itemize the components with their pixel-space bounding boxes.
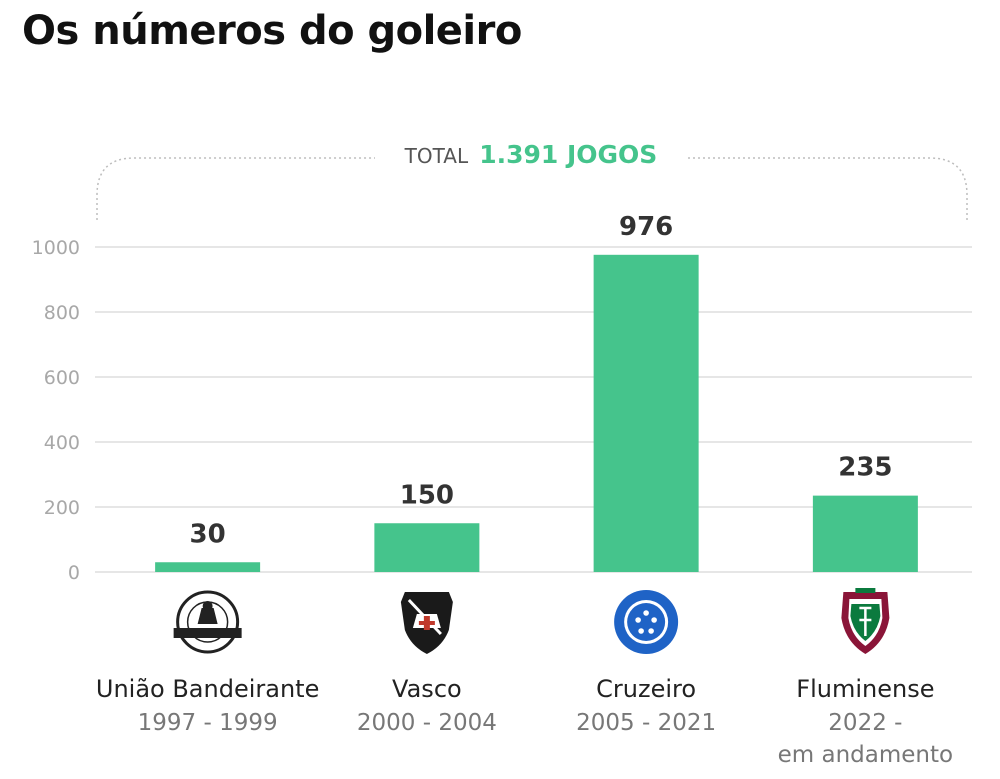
value-label: 976 [619,212,673,242]
y-tick-label: 800 [44,302,80,324]
period-label: em andamento [778,742,953,768]
period-label: 2005 - 2021 [576,710,716,736]
bar [593,254,699,573]
value-label: 150 [400,480,454,510]
total-label: TOTAL [404,144,469,168]
category-label: Cruzeiro [596,675,696,703]
period-label: 2000 - 2004 [357,710,497,736]
category-label: União Bandeirante [96,675,319,703]
y-tick-label: 600 [44,367,80,389]
category-label: Fluminense [796,675,934,703]
total-annotation: TOTAL 1.391 JOGOS [404,140,658,169]
bar [374,523,480,572]
y-tick-label: 400 [44,432,80,454]
value-label: 235 [838,453,892,483]
period-label: 2022 - [828,710,902,736]
vasco-crest-icon [400,592,453,654]
period-label: 1997 - 1999 [138,710,278,736]
bar [812,495,918,572]
total-bracket [96,157,968,220]
fluminense-crest-icon [841,588,890,654]
bar [155,562,261,572]
uniao-bandeirante-crest-icon [173,590,242,654]
category-label: Vasco [392,675,462,703]
y-tick-label: 1000 [32,237,80,259]
total-value: 1.391 JOGOS [479,140,657,169]
y-tick-label: 200 [44,497,80,519]
cruzeiro-crest-icon [614,590,679,654]
value-label: 30 [190,519,226,549]
chart-title: Os números do goleiro [22,8,522,54]
y-tick-label: 0 [68,562,80,584]
